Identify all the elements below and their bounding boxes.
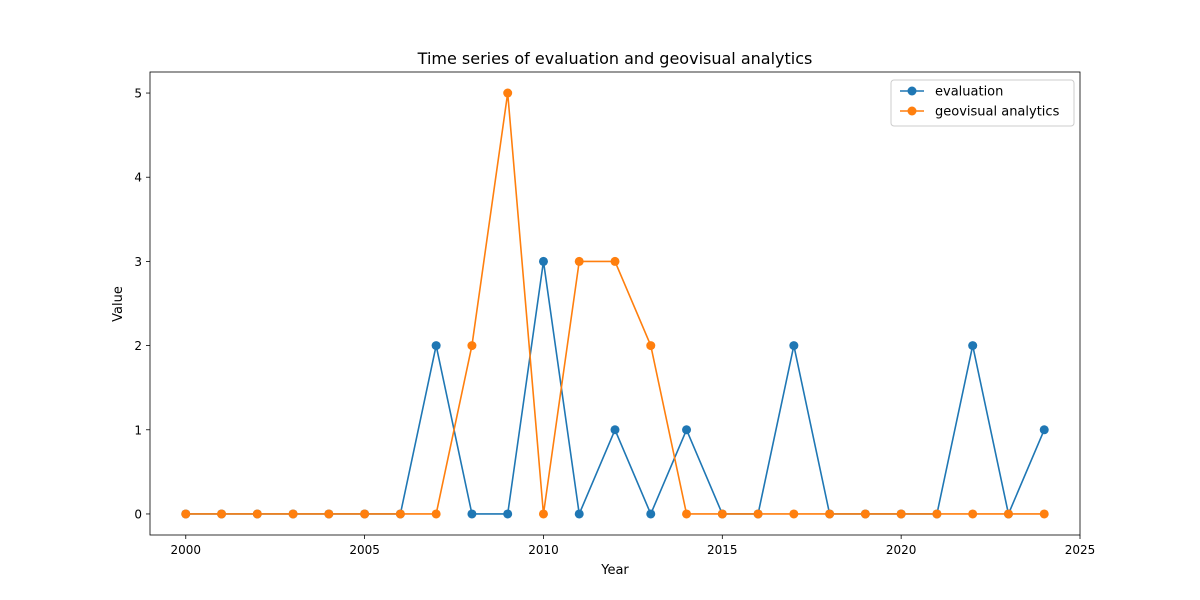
- plot-area: 2000 2005 2010 2015 2020 2025 0 1 2 3 4 5: [134, 71, 1096, 557]
- legend-box: [890, 79, 1075, 127]
- legend-label-2: geovisual analytics: [935, 105, 1060, 120]
- series-2-point: [896, 509, 906, 519]
- series-2-point: [574, 256, 584, 266]
- series-2-point: [324, 509, 334, 519]
- series-2-point: [682, 509, 692, 519]
- series-2-point: [395, 509, 405, 519]
- series-1-point: [467, 509, 477, 519]
- y-tick-label: 0: [134, 507, 142, 521]
- x-tick-label: 2000: [170, 543, 201, 557]
- x-tick-label: 2025: [1065, 543, 1096, 557]
- y-axis-label: Value: [111, 286, 126, 322]
- series-2-point: [825, 509, 835, 519]
- series-2-point: [538, 509, 548, 519]
- series-2-point: [431, 509, 441, 519]
- series-1-point: [789, 341, 799, 351]
- series-1-point: [646, 509, 656, 519]
- series-2-point: [503, 88, 513, 98]
- series-2-point: [1003, 509, 1013, 519]
- x-tick-label: 2015: [707, 543, 738, 557]
- series-2-point: [288, 509, 298, 519]
- series-1-point: [1039, 425, 1049, 435]
- axes-frame: [149, 71, 1081, 536]
- series-2-point: [217, 509, 227, 519]
- y-tick-label: 4: [134, 171, 142, 185]
- series-2-point: [646, 341, 656, 351]
- series-1-point: [682, 425, 692, 435]
- series-2-point: [252, 509, 262, 519]
- series-1-point: [968, 341, 978, 351]
- series-1-point: [610, 425, 620, 435]
- series-2-point: [467, 341, 477, 351]
- y-tick-label: 2: [134, 339, 142, 353]
- legend-label-1: evaluation: [935, 85, 1003, 100]
- x-tick-label: 2010: [528, 543, 559, 557]
- series-1-point: [574, 509, 584, 519]
- series-2-point: [753, 509, 763, 519]
- series-2-point: [1039, 509, 1049, 519]
- y-tick-label: 3: [134, 255, 142, 269]
- legend-marker-1: [907, 86, 917, 96]
- series-2-point: [181, 509, 191, 519]
- legend-marker-2: [907, 106, 917, 116]
- series-1-point: [503, 509, 513, 519]
- series-2-point: [360, 509, 370, 519]
- series-2-point: [860, 509, 870, 519]
- legend: evaluation geovisual analytics: [890, 79, 1075, 127]
- chart-title: Time series of evaluation and geovisual …: [417, 49, 813, 68]
- series-2-point: [789, 509, 799, 519]
- y-tick-label: 5: [134, 87, 142, 101]
- series-2-point: [932, 509, 942, 519]
- x-tick-label: 2020: [886, 543, 917, 557]
- y-tick-label: 1: [134, 423, 142, 437]
- x-tick-label: 2005: [349, 543, 380, 557]
- series-2-point: [610, 256, 620, 266]
- series-1-point: [431, 341, 441, 351]
- series-2-point: [968, 509, 978, 519]
- series-2-point: [717, 509, 727, 519]
- x-axis-label: Year: [600, 563, 629, 578]
- series-1-point: [538, 256, 548, 266]
